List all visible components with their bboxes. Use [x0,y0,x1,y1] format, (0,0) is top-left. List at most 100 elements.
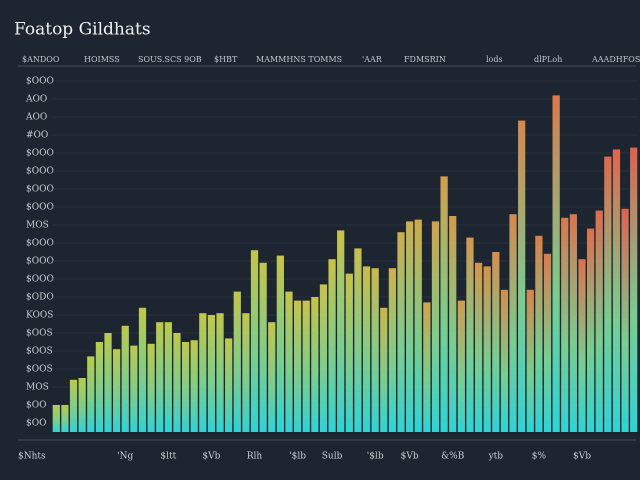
bar [406,221,414,432]
bar [586,228,595,432]
x-tick-label: ytb [488,452,504,462]
bar [207,315,216,432]
chart-title: Foatop Gildhats [14,20,151,40]
x-tick-label: 'Ng [117,452,133,462]
y-tick-label: $OO [26,419,46,429]
bar [535,235,543,432]
bar [61,405,69,432]
y-tick-label: $OOS [26,347,53,357]
x-tick-label: $Vb [573,452,591,462]
bar [199,313,207,432]
y-tick-label: $OOO [26,239,54,249]
bar [95,342,104,432]
bar [543,253,552,432]
header-label: SOUS.SCS 9OB [138,55,202,64]
bar [474,262,483,432]
bar [113,349,121,432]
bar [130,345,138,432]
bar [345,273,353,432]
bar [449,216,457,432]
bar [423,302,431,432]
y-tick-label: $OOO [26,257,54,267]
bar [595,210,603,432]
bar [147,343,155,432]
header-label: MAMMHNS TOMMS [256,55,342,64]
bar [311,297,319,432]
bar [268,322,276,432]
header-label: FDMSRIN [404,55,446,64]
y-tick-label: AOO [25,95,47,105]
bar [466,237,474,432]
x-tick-label: $% [532,452,547,462]
y-tick-label: $OOO [26,149,54,159]
bar [138,307,147,432]
bar [69,379,78,432]
bar [173,333,181,432]
y-tick-label: $OOO [26,77,54,87]
header-label: HOIMSS [84,55,120,64]
bar [388,268,397,432]
bar [578,259,586,432]
bar [250,250,259,432]
bar [621,208,629,432]
y-tick-label: $OOO [26,203,54,213]
bar [156,322,164,432]
bar [216,313,224,432]
bar [569,214,577,432]
y-tick-label: $OOS [26,365,53,375]
header-label: 'AAR [362,55,383,64]
y-tick-label: MOS [26,383,49,393]
bar [302,300,310,432]
bar [604,156,612,432]
bar [440,176,448,432]
y-tick-label: $OO [26,401,46,411]
bar [337,230,345,432]
bar [492,252,500,432]
x-tick-label: $Vb [401,452,419,462]
bar [181,342,190,432]
bar [276,255,284,432]
y-tick-label: $ODO [26,293,54,303]
bar [509,214,517,432]
bar [362,266,371,432]
bar [354,248,362,432]
bar [328,259,336,432]
bar [233,291,241,432]
bar [612,149,621,432]
bar [371,268,379,432]
bar [561,217,569,432]
y-tick-label: $OOO [26,167,54,177]
y-tick-label: $OOO [26,185,54,195]
y-tick-label: MOS [26,221,49,231]
bar [397,232,405,432]
bar [285,291,293,432]
bar [500,289,509,432]
bar [518,120,526,432]
bar [380,307,388,432]
bar [52,405,60,432]
y-tick-label: KOOS [26,311,53,321]
x-tick-label: &%B [441,452,465,462]
x-tick-label: $ltt [160,452,176,462]
x-tick-label: '$lb [367,452,384,462]
bar [242,313,250,432]
y-tick-label: $OOO [26,275,54,285]
x-tick-label: Rlh [247,452,263,462]
bar [104,333,112,432]
bar [293,300,302,432]
bar [483,266,491,432]
x-tick-label: Sulb [322,452,343,462]
bar [457,300,465,432]
header-label: $ANDOO [22,55,60,64]
bar [319,284,328,432]
bar [121,325,129,432]
bar [164,322,172,432]
y-tick-label: $OOS [26,329,53,339]
bar [630,147,638,432]
axis-label: $Nhts [18,452,46,462]
x-tick-label: '$lb [289,452,306,462]
header-label: $HBT [214,55,238,64]
header-label: lods [486,55,503,64]
